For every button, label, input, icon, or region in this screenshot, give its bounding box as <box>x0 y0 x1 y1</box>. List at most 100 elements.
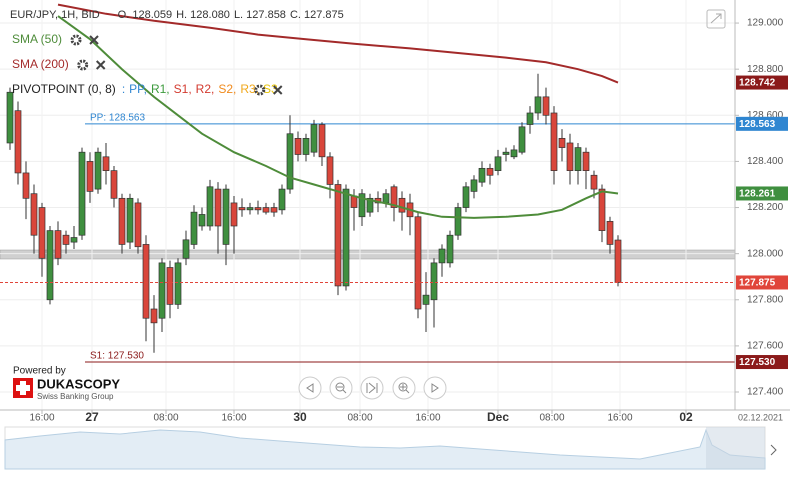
candle-body <box>150 308 158 324</box>
toolbar-button[interactable] <box>298 376 322 400</box>
candle-body <box>230 202 238 227</box>
candle-body <box>534 96 542 114</box>
candle-body <box>390 186 398 208</box>
pivot-item: S1, <box>174 82 192 96</box>
candle-body <box>478 167 486 183</box>
candle-body <box>614 239 622 283</box>
price-tag <box>736 116 788 131</box>
pivot-item: R1, <box>151 82 170 96</box>
y-tick-label: 127.800 <box>747 294 784 305</box>
candle-body <box>70 237 78 243</box>
candle-body <box>574 147 582 171</box>
ohlc-stat: H. 128.080 <box>176 9 230 21</box>
price-tag <box>736 186 788 201</box>
candle-body <box>438 248 446 264</box>
pivot-item: S2, <box>218 82 236 96</box>
candle-body <box>126 197 134 243</box>
expand-icon <box>710 13 722 24</box>
pivot-label: PP: 128.563 <box>90 112 145 123</box>
candle-body <box>102 156 110 171</box>
toolbar-button[interactable] <box>423 376 447 400</box>
candle-body <box>14 110 22 174</box>
icon <box>400 384 410 394</box>
navigator-window[interactable] <box>706 427 765 469</box>
legend-entry: SMA (200) <box>12 57 69 71</box>
candle-body <box>358 193 366 218</box>
x-tick-label: 02 <box>679 410 693 424</box>
pivot-prefix: : <box>122 82 125 96</box>
candle-body <box>542 96 550 116</box>
candle-body <box>414 216 422 310</box>
candle-body <box>326 156 334 185</box>
range-band <box>0 249 736 260</box>
y-tick-label: 128.000 <box>747 248 784 259</box>
scroll-right[interactable] <box>770 444 777 456</box>
candle-body <box>598 188 606 231</box>
candle-body <box>62 234 70 245</box>
axes: 127.400 127.600 127.800 128.000 128.200 128.4… <box>29 18 788 424</box>
candle-body <box>342 188 350 287</box>
settings-icon[interactable] <box>77 59 89 71</box>
candle-body <box>510 149 518 158</box>
ohlc-stat: O. 128.059 <box>118 9 172 21</box>
y-tick-label: 128.400 <box>747 156 784 167</box>
candle-body <box>606 221 614 245</box>
icon <box>335 382 345 392</box>
pivot-label: S1: 127.530 <box>90 351 144 362</box>
toolbar-button[interactable] <box>360 376 384 400</box>
candle-body <box>462 186 470 208</box>
candle-body <box>94 151 102 190</box>
candle-body <box>518 126 526 153</box>
logo-cross <box>16 381 30 395</box>
candle-body <box>22 172 30 199</box>
candle-body <box>334 184 342 287</box>
remove-icon[interactable] <box>273 85 283 95</box>
candle-body <box>158 262 166 319</box>
x-tick-label: 30 <box>293 410 307 424</box>
candle-body <box>86 161 94 192</box>
candle-body <box>206 186 214 227</box>
plot-area: PP: 128.563 S1: 127.530 <box>0 0 735 410</box>
x-tick-label: 16:00 <box>415 413 440 424</box>
candle-body <box>302 138 310 155</box>
candle-body <box>446 234 454 264</box>
settings-icon[interactable] <box>70 34 82 46</box>
header: EUR/JPY, 1H, BID O. 128.059 H. 128.080 L. 1… <box>10 9 344 21</box>
candle-body <box>182 239 190 259</box>
toolbar-button[interactable] <box>392 376 416 400</box>
candle-body <box>54 230 62 259</box>
remove-icon[interactable] <box>89 35 99 45</box>
x-tick-label: 08:00 <box>153 413 178 424</box>
settings-icon[interactable] <box>254 84 266 96</box>
y-tick-label: 128.800 <box>747 64 784 75</box>
candle-body <box>470 179 478 192</box>
y-tick-label: 128.600 <box>747 110 784 121</box>
candle-body <box>486 167 494 176</box>
remove-icon[interactable] <box>95 60 106 70</box>
candle-body <box>30 193 38 236</box>
candle-body <box>254 207 262 211</box>
price-tag-label: 127.875 <box>739 278 776 289</box>
candle-body <box>222 188 230 245</box>
candle-body <box>142 244 150 319</box>
candle-body <box>454 207 462 236</box>
candle-body <box>238 207 246 211</box>
price-tag-label: 128.742 <box>739 78 776 89</box>
x-tick-label: 08:00 <box>347 413 372 424</box>
candle-body <box>350 195 358 208</box>
pivot-title: PIVOTPOINT (0, 8) <box>12 82 116 96</box>
toolbar-button[interactable] <box>329 376 353 400</box>
candle-body <box>78 151 86 236</box>
candle-body <box>198 214 206 227</box>
candle-body <box>6 91 14 144</box>
x-tick-label: 16:00 <box>29 413 54 424</box>
candle-body <box>398 197 406 213</box>
candle-body <box>318 124 326 158</box>
price-tag <box>736 275 788 290</box>
candle-body <box>502 151 510 155</box>
expand-button[interactable] <box>706 9 726 29</box>
candle-body <box>294 138 302 155</box>
pivot-item: R3, <box>240 82 259 96</box>
icon <box>337 386 347 394</box>
